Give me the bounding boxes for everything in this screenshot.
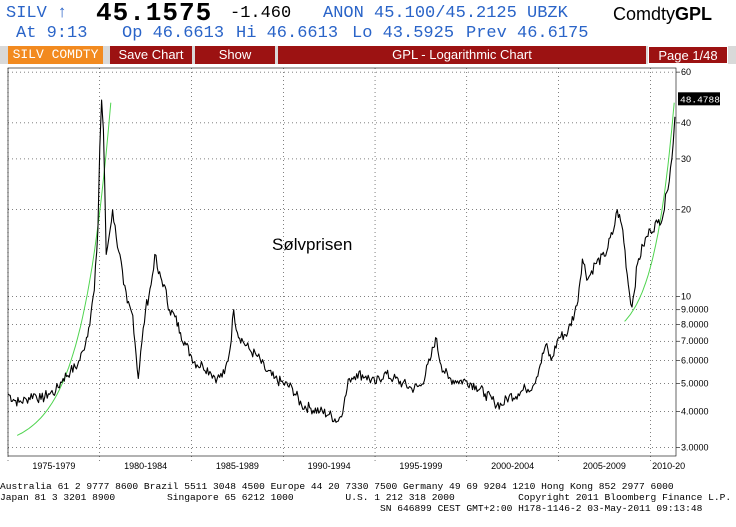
chart-grid — [7, 67, 677, 464]
quote-header: SILV ↑ 45.1575 -1.460 ANON 45.100/45.212… — [0, 0, 736, 28]
last-value-label: 48.4788 — [680, 94, 720, 105]
price-change: -1.460 — [230, 4, 292, 23]
security-field[interactable]: SILV COMDTY — [8, 46, 103, 64]
footer-line-3: SN 646899 CEST GMT+2:00 H178-1146-2 03-M… — [380, 503, 703, 514]
last-price: 45.1575 — [96, 0, 213, 28]
x-tick-label: 1985-1989 — [216, 461, 259, 471]
bid-ask-quote: ANON 45.100/45.2125 UBZK — [323, 4, 568, 23]
x-tick-label: 2005-2009 — [583, 461, 626, 471]
y-tick-label: 5.0000 — [681, 378, 709, 388]
page-indicator[interactable]: Page 1/48 — [648, 46, 728, 64]
y-tick-label: 7.0000 — [681, 336, 709, 346]
last-value-marker: 48.4788 — [678, 92, 720, 106]
price-series-line — [7, 99, 676, 423]
y-tick-label: 30 — [681, 154, 691, 164]
y-tick-label: 40 — [681, 118, 691, 128]
y-tick-label: 3.0000 — [681, 442, 709, 452]
y-tick-label: 60 — [681, 67, 691, 77]
function-name: GPL — [674, 4, 712, 24]
save-chart-button[interactable]: Save Chart — [110, 46, 192, 64]
x-tick-label: 1975-1979 — [32, 461, 75, 471]
function-prefix: Comdty — [612, 4, 675, 24]
high-price: Hi 46.6613 — [236, 24, 339, 43]
y-tick-label: 4.0000 — [681, 406, 709, 416]
price-chart[interactable]: 60 40 30 20 10 9.0000 8.0000 7.0000 6.0000 5.0000… — [0, 64, 736, 484]
x-axis: 1975-1979 1980-1984 1985-1989 1990-1994 1995… — [32, 461, 685, 471]
chart-toolbar: SILV COMDTY Save Chart Show GPL - Logari… — [0, 46, 736, 64]
y-tick-label: 10 — [681, 292, 691, 302]
open-price: Op 46.6613 — [122, 24, 225, 43]
y-tick-label: 6.0000 — [681, 356, 709, 366]
chart-background — [0, 64, 736, 484]
trend-curve-right — [624, 102, 675, 322]
chart-annotation: Sølvprisen — [272, 235, 352, 254]
footer-line-1: Australia 61 2 9777 8600 Brazil 5511 304… — [0, 481, 674, 492]
chart-title: GPL - Logarithmic Chart — [278, 46, 646, 64]
ticker-label[interactable]: SILV ↑ — [6, 4, 68, 23]
x-tick-label: 1995-1999 — [399, 461, 442, 471]
y-axis: 60 40 30 20 10 9.0000 8.0000 7.0000 6.0000 5.0000… — [676, 67, 709, 452]
y-tick-label: 20 — [681, 205, 691, 215]
quote-details: At 9:13 Op 46.6613 Hi 46.6613 Lo 43.5925… — [0, 24, 736, 46]
show-button[interactable]: Show — [195, 46, 275, 64]
function-code: ComdtyGPL — [613, 4, 712, 25]
footer-line-2: Japan 81 3 3201 8900 Singapore 65 6212 1… — [0, 492, 732, 503]
plot-frame — [7, 67, 677, 457]
prev-close: Prev 46.6175 — [466, 24, 589, 43]
quote-time: At 9:13 — [16, 24, 88, 43]
x-tick-label: 1990-1994 — [308, 461, 351, 471]
y-tick-label: 9.0000 — [681, 305, 709, 315]
x-tick-label: 2010-20 — [652, 461, 685, 471]
x-tick-label: 2000-2004 — [491, 461, 534, 471]
low-price: Lo 43.5925 — [352, 24, 455, 43]
y-tick-label: 8.0000 — [681, 319, 709, 329]
x-tick-label: 1980-1984 — [124, 461, 167, 471]
